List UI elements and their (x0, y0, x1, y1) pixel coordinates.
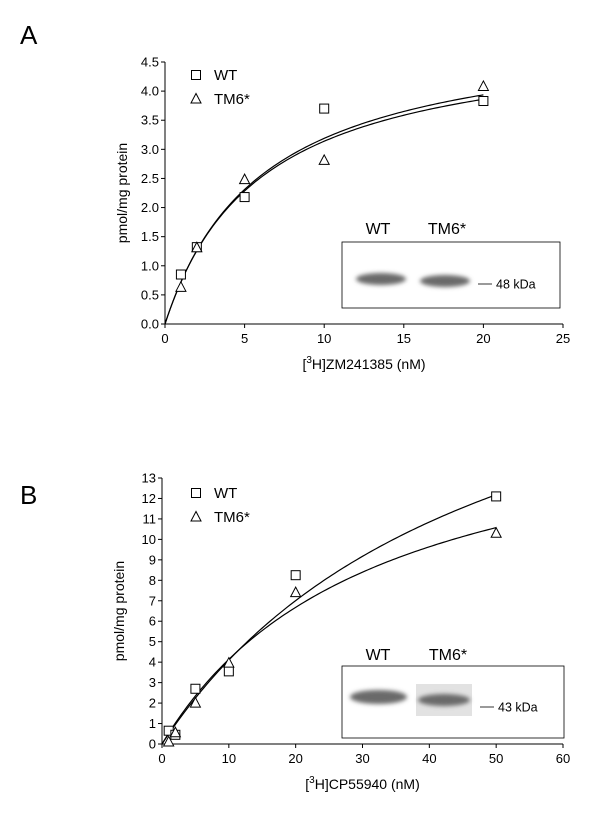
inset-lane-label-tm6: TM6* (429, 647, 467, 664)
data-point-wt (223, 666, 234, 677)
fit-curve-tm6 (164, 94, 484, 325)
x-axis-title-superscript: 3 (306, 355, 312, 366)
x-tick-label: 0 (158, 751, 165, 766)
blot-band-tm6 (420, 275, 470, 287)
inset-lane-label-wt: WT (366, 647, 391, 664)
y-tick-label: 6 (149, 614, 156, 629)
data-point-tm6 (162, 735, 175, 747)
x-tick-label: 10 (317, 331, 331, 346)
inset-lane-label-tm6: TM6* (428, 221, 466, 238)
x-axis-title-prefix: [ (302, 356, 306, 372)
y-tick-label: 2.5 (141, 171, 159, 186)
x-tick-label: 5 (241, 331, 248, 346)
legend-marker-wt (191, 70, 201, 80)
y-tick-label: 2 (149, 696, 156, 711)
legend-label-wt: WT (214, 67, 237, 84)
kda-marker-label: 43 kDa (498, 701, 538, 715)
x-tick-label: 20 (476, 331, 490, 346)
x-axis-title-prefix: [ (305, 776, 309, 792)
y-tick-label: 8 (149, 573, 156, 588)
y-tick-label: 4.0 (141, 84, 159, 99)
y-tick-label: 7 (149, 593, 156, 608)
data-point-tm6 (490, 526, 502, 538)
legend-marker-wt (191, 488, 201, 498)
legend-marker-tm6 (190, 510, 202, 522)
kda-marker-label: 48 kDa (496, 278, 536, 292)
x-tick-label: 40 (422, 751, 436, 766)
y-tick-label: 11 (143, 511, 157, 526)
y-tick-label: 0.5 (141, 287, 159, 302)
legend-marker-tm6 (190, 92, 202, 104)
x-axis-title-text: H]CP55940 (nM) (315, 776, 420, 792)
data-point-tm6 (175, 280, 187, 292)
y-tick-label: 12 (142, 491, 156, 506)
legend-label-tm6: TM6* (214, 91, 250, 108)
x-axis-title-superscript: 3 (309, 775, 315, 786)
data-point-wt (175, 269, 186, 280)
data-point-tm6 (318, 153, 331, 165)
y-tick-label: 0 (149, 737, 156, 752)
x-tick-label: 50 (489, 751, 503, 766)
y-tick-label: 0.0 (141, 317, 159, 332)
panel-b: B 0 1 2 3 4 5 6 7 8 9 10 11 12 13 0 10 20 30 40 50 60 pmol/mg… (0, 400, 600, 814)
x-axis-title: [3H]CP55940 (nM) (305, 775, 420, 792)
data-point-wt (239, 192, 250, 203)
fit-curve-wt (161, 494, 497, 745)
y-tick-label: 1 (149, 716, 156, 731)
blot-band-wt (356, 273, 406, 285)
y-tick-label: 1.5 (141, 229, 159, 244)
data-point-wt (190, 683, 201, 694)
data-point-wt (478, 96, 489, 107)
y-tick-label: 2.0 (141, 200, 159, 215)
x-tick-label: 30 (355, 751, 369, 766)
data-point-tm6 (477, 79, 490, 91)
panel-b-letter: B (20, 480, 38, 510)
x-tick-label: 15 (397, 331, 411, 346)
y-tick-label: 10 (142, 532, 156, 547)
x-tick-label: 20 (288, 751, 302, 766)
data-point-tm6 (289, 586, 302, 598)
panel-a: A 0.0 0.5 1.0 1.5 2.0 2.5 3.0 3.5 4.0 4.5 0 5 10 15 20… (0, 0, 600, 400)
blot-band-tm6 (418, 694, 470, 706)
blot-band-wt (350, 690, 407, 704)
x-tick-label: 60 (556, 751, 570, 766)
y-tick-label: 3.0 (141, 142, 159, 157)
y-axis-title: pmol/mg protein (111, 561, 127, 661)
data-point-tm6 (169, 726, 182, 738)
y-tick-label: 9 (149, 552, 156, 567)
legend-label-wt: WT (214, 485, 237, 502)
inset-lane-label-wt: WT (366, 221, 391, 238)
data-point-tm6 (223, 656, 235, 668)
x-tick-label: 10 (222, 751, 236, 766)
data-point-wt (491, 491, 502, 502)
data-point-tm6 (191, 241, 203, 253)
data-point-wt (319, 103, 330, 114)
legend-label-tm6: TM6* (214, 509, 250, 526)
fit-curve-tm6 (161, 527, 497, 745)
chart-a: 0.0 0.5 1.0 1.5 2.0 2.5 3.0 3.5 4.0 4.5 0 5 10 15 20 25… (114, 55, 570, 373)
data-point-tm6 (238, 173, 251, 185)
y-tick-label: 3.5 (141, 113, 159, 128)
x-axis-title-text: H]ZM241385 (nM) (312, 356, 426, 372)
data-point-tm6 (189, 696, 202, 708)
y-tick-label: 13 (142, 471, 156, 486)
data-point-wt (290, 570, 301, 581)
y-tick-label: 1.0 (141, 258, 159, 273)
y-tick-label: 5 (149, 634, 156, 649)
x-axis-title: [3H]ZM241385 (nM) (302, 355, 425, 372)
y-tick-label: 4 (149, 655, 156, 670)
y-axis-title: pmol/mg protein (114, 143, 130, 243)
x-tick-label: 0 (161, 331, 168, 346)
panel-a-letter: A (20, 20, 38, 50)
x-tick-label: 25 (556, 331, 570, 346)
y-tick-label: 4.5 (141, 55, 159, 70)
y-tick-label: 3 (149, 675, 156, 690)
